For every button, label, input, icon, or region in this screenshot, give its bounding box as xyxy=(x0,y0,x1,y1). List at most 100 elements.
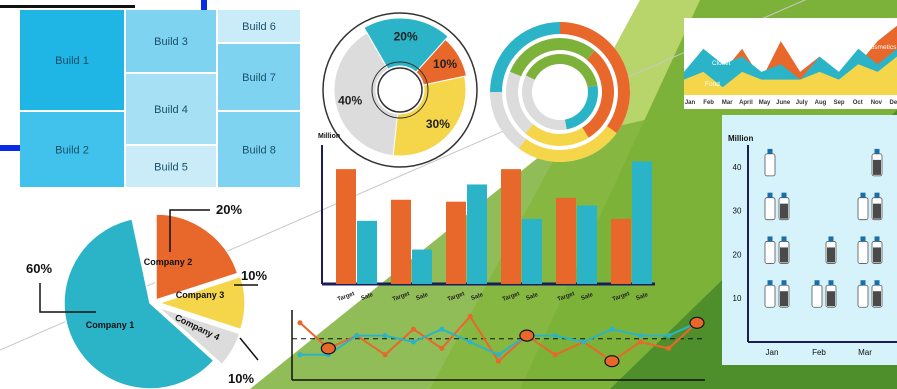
line-point xyxy=(297,352,303,358)
line-point xyxy=(552,333,558,339)
line-point xyxy=(467,339,473,345)
ring-segment xyxy=(490,22,560,92)
bar xyxy=(501,169,521,284)
treemap-label: Build 8 xyxy=(242,145,276,157)
line-highlight-marker xyxy=(320,342,336,355)
milk-bottle-cap xyxy=(860,236,866,242)
treemap-cell xyxy=(126,146,216,187)
bar xyxy=(336,169,356,284)
line-point xyxy=(666,333,672,339)
milk-bottle-cap xyxy=(767,280,773,286)
pie-slice xyxy=(156,275,246,331)
milk-bottle-cap xyxy=(874,236,880,242)
donut-slice xyxy=(415,38,468,86)
picto-category-label: Jan xyxy=(766,348,779,357)
milk-bottle-fill xyxy=(766,291,774,307)
area-tick-label: Sep xyxy=(834,100,845,106)
line-point xyxy=(496,358,501,364)
milk-bottle-fill xyxy=(780,203,788,219)
line-point xyxy=(354,333,360,339)
area-tick-label: Dec xyxy=(889,100,897,106)
area-series-label: Closet xyxy=(712,60,731,67)
line-point xyxy=(382,333,388,339)
area-tick-label: Oct xyxy=(853,100,863,106)
treemap-cell xyxy=(20,112,124,187)
area-tick-label: Nov xyxy=(871,100,883,106)
treemap-label: Build 7 xyxy=(242,72,276,84)
milk-bottle-fill xyxy=(873,247,881,263)
milk-bottle-fill xyxy=(780,247,788,263)
donut-label: 40% xyxy=(338,94,362,108)
blue-connector-top xyxy=(201,0,207,12)
picto-tick-label: 40 xyxy=(733,163,742,172)
pie-callout-line xyxy=(39,283,96,313)
area-series-label: Cosmetics xyxy=(866,44,897,51)
milk-bottle-fill xyxy=(859,203,867,219)
line-point xyxy=(637,333,643,339)
ring-segment xyxy=(582,50,614,138)
bar xyxy=(611,218,631,284)
area-tick-label: May xyxy=(759,100,771,106)
treemap-label: Build 4 xyxy=(154,104,188,116)
bar xyxy=(446,201,466,284)
line-highlight-marker xyxy=(689,316,705,329)
bar-tick-label: Sale xyxy=(360,292,374,302)
pie-slice-label: Company 3 xyxy=(176,290,225,300)
milk-bottle-cap xyxy=(860,192,866,198)
picto-tick-label: 30 xyxy=(733,207,742,216)
line-point xyxy=(439,326,445,332)
picto-panel xyxy=(722,115,897,365)
pie-callout-line xyxy=(169,209,210,252)
bar-tick-label: Sale xyxy=(525,292,539,302)
pie-slice xyxy=(63,217,215,389)
line-point xyxy=(297,320,303,326)
line-chart xyxy=(291,310,705,381)
blue-connector-left xyxy=(0,145,20,151)
bar-tick-label: Target xyxy=(557,291,576,303)
bar xyxy=(391,199,411,284)
area-tick-label: Mar xyxy=(722,100,733,106)
line-point xyxy=(552,352,558,358)
pie-callout-label: 60% xyxy=(26,261,52,276)
ring-segment xyxy=(518,126,617,162)
picto-category-label: Feb xyxy=(812,348,826,357)
bar xyxy=(632,161,652,284)
bar-tick-label: Target xyxy=(502,291,521,303)
bar-tick-label: Sale xyxy=(580,292,594,302)
line-point xyxy=(609,326,615,332)
donut-label: 30% xyxy=(426,117,450,131)
area-tick-label: July xyxy=(796,100,809,106)
donut-hole xyxy=(377,67,423,113)
treemap-label: Build 6 xyxy=(242,21,276,33)
area-tick-label: April xyxy=(739,100,753,106)
treemap-cell xyxy=(126,74,216,144)
treemap-label: Build 5 xyxy=(154,162,188,174)
picto-category-label: Mar xyxy=(858,348,872,357)
picto-tick-label: 10 xyxy=(733,294,742,303)
milk-bottle-cap xyxy=(767,236,773,242)
picto-y-label: Million xyxy=(728,134,753,143)
bar-y-label: Million xyxy=(318,133,340,140)
area-tick-label: Jan xyxy=(685,100,696,106)
pie-slice xyxy=(155,213,239,302)
area-series xyxy=(684,56,897,95)
milk-bottle-cap xyxy=(814,280,820,286)
ring-segment xyxy=(525,54,598,88)
ring-segment xyxy=(506,71,534,134)
pie-callout-label: 10% xyxy=(228,371,254,386)
area-tick-label: June xyxy=(776,100,791,106)
line-point xyxy=(637,339,643,345)
bar xyxy=(577,205,597,284)
bar xyxy=(357,220,377,284)
treemap-label: Build 3 xyxy=(154,36,188,48)
donut-inner-ring xyxy=(371,61,429,119)
donut-label: 10% xyxy=(433,57,457,71)
top-left-rule xyxy=(0,5,135,8)
donut-slice xyxy=(363,17,449,73)
area-chart: Jan Feb Mar April May June July Aug Sep Oct Nov De c… xyxy=(684,18,897,109)
ring-segment xyxy=(522,75,567,130)
line-point xyxy=(581,339,587,345)
donut-chart: 20% 10% 30% 40% xyxy=(322,12,478,168)
